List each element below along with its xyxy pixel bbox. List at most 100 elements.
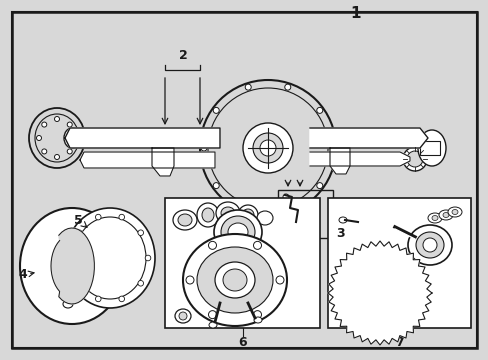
Ellipse shape — [197, 247, 272, 313]
Text: 7: 7 — [394, 336, 403, 348]
Ellipse shape — [145, 255, 150, 261]
Ellipse shape — [37, 135, 41, 140]
Polygon shape — [51, 228, 94, 304]
Bar — [278, 190, 332, 238]
Ellipse shape — [213, 107, 219, 113]
Ellipse shape — [183, 234, 286, 326]
Polygon shape — [309, 152, 409, 166]
Ellipse shape — [95, 296, 101, 302]
Ellipse shape — [415, 232, 443, 258]
Ellipse shape — [227, 223, 247, 241]
Ellipse shape — [244, 84, 251, 90]
Ellipse shape — [63, 300, 73, 308]
Ellipse shape — [406, 151, 422, 167]
Ellipse shape — [201, 145, 206, 151]
Ellipse shape — [29, 108, 85, 168]
Ellipse shape — [238, 205, 258, 225]
Ellipse shape — [179, 312, 186, 320]
Ellipse shape — [64, 128, 80, 148]
Ellipse shape — [402, 147, 426, 171]
Ellipse shape — [407, 225, 451, 265]
Ellipse shape — [260, 140, 275, 156]
Ellipse shape — [213, 183, 219, 189]
Ellipse shape — [175, 309, 191, 323]
Ellipse shape — [197, 203, 219, 227]
Ellipse shape — [316, 107, 322, 113]
Ellipse shape — [337, 251, 421, 335]
Ellipse shape — [338, 217, 346, 223]
Ellipse shape — [221, 216, 254, 248]
Ellipse shape — [69, 255, 75, 261]
Polygon shape — [152, 148, 174, 176]
Ellipse shape — [72, 135, 77, 140]
Ellipse shape — [208, 322, 217, 328]
Ellipse shape — [20, 208, 124, 324]
Polygon shape — [65, 128, 220, 148]
Ellipse shape — [223, 269, 246, 291]
Polygon shape — [327, 241, 431, 345]
Ellipse shape — [138, 230, 143, 235]
Ellipse shape — [202, 208, 214, 222]
Ellipse shape — [41, 122, 47, 127]
Ellipse shape — [284, 84, 290, 90]
Ellipse shape — [173, 210, 197, 230]
Ellipse shape — [215, 262, 254, 298]
Ellipse shape — [316, 183, 322, 189]
Bar — [419, 141, 439, 155]
Ellipse shape — [200, 80, 335, 216]
Ellipse shape — [119, 296, 124, 302]
Ellipse shape — [214, 210, 262, 254]
Ellipse shape — [157, 165, 167, 175]
Text: 1: 1 — [350, 6, 361, 21]
Ellipse shape — [417, 130, 445, 166]
Bar — [327, 198, 470, 328]
Ellipse shape — [275, 276, 284, 284]
Text: 2: 2 — [178, 49, 187, 62]
Ellipse shape — [334, 161, 345, 171]
Ellipse shape — [422, 238, 436, 252]
Ellipse shape — [253, 311, 261, 319]
Ellipse shape — [346, 259, 413, 327]
Ellipse shape — [65, 208, 155, 308]
Ellipse shape — [95, 214, 101, 220]
Ellipse shape — [67, 149, 72, 154]
Text: 5: 5 — [74, 213, 82, 226]
Ellipse shape — [208, 311, 216, 319]
Ellipse shape — [328, 145, 334, 151]
Ellipse shape — [242, 209, 253, 221]
Ellipse shape — [216, 202, 240, 224]
Ellipse shape — [252, 133, 283, 163]
Ellipse shape — [431, 216, 437, 220]
Polygon shape — [329, 148, 349, 174]
Ellipse shape — [451, 210, 457, 215]
Ellipse shape — [119, 214, 124, 220]
Polygon shape — [309, 128, 427, 148]
Ellipse shape — [257, 211, 272, 225]
Ellipse shape — [253, 241, 261, 249]
Ellipse shape — [427, 213, 441, 223]
Ellipse shape — [283, 194, 288, 200]
Ellipse shape — [54, 117, 60, 122]
Ellipse shape — [291, 217, 297, 223]
Ellipse shape — [76, 230, 82, 235]
Text: 3: 3 — [335, 226, 344, 239]
Ellipse shape — [442, 212, 448, 217]
Ellipse shape — [244, 206, 251, 212]
Ellipse shape — [284, 206, 290, 212]
Ellipse shape — [138, 280, 143, 286]
Bar — [164, 198, 319, 328]
Ellipse shape — [208, 241, 216, 249]
Ellipse shape — [243, 123, 292, 173]
Ellipse shape — [253, 317, 262, 323]
Ellipse shape — [76, 280, 82, 286]
Ellipse shape — [185, 276, 194, 284]
Ellipse shape — [54, 154, 60, 159]
Ellipse shape — [178, 214, 192, 226]
Ellipse shape — [67, 122, 72, 127]
Ellipse shape — [41, 149, 47, 154]
Text: 6: 6 — [238, 336, 246, 348]
Ellipse shape — [438, 210, 452, 220]
Ellipse shape — [447, 207, 461, 217]
Text: 4: 4 — [19, 269, 27, 282]
Polygon shape — [80, 152, 215, 168]
